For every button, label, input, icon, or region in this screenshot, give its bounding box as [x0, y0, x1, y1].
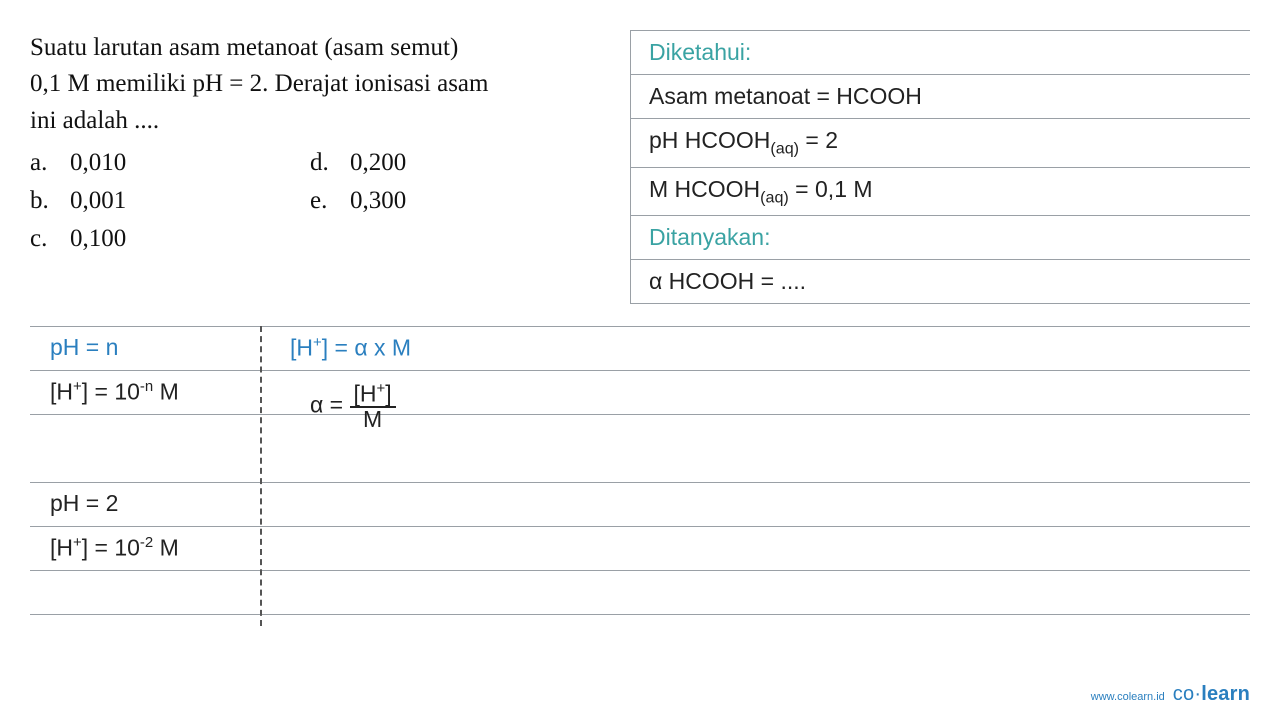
stem-line-2: 0,1 M memiliki pH = 2. Derajat ionisasi … [30, 70, 488, 97]
sup: + [73, 534, 82, 551]
option-letter: a. [30, 145, 70, 181]
sup: + [313, 334, 322, 351]
subscript: (aq) [770, 140, 799, 158]
text: = 0,1 M [789, 176, 873, 202]
known-box: Diketahui: Asam metanoat = HCOOH pH HCOO… [630, 30, 1250, 304]
h-rule [30, 614, 1250, 615]
page-root: Suatu larutan asam metanoat (asam semut)… [0, 0, 1280, 720]
option-e: e. 0,300 [310, 183, 590, 219]
text: ] = 10 [82, 535, 140, 561]
footer-url: www.colearn.id [1091, 691, 1165, 703]
options-col-1: a. 0,010 b. 0,001 c. 0,100 [30, 145, 310, 260]
alpha-eq: α = [310, 392, 350, 418]
option-letter: c. [30, 221, 70, 257]
known-header-diketahui: Diketahui: [631, 31, 1250, 75]
sup: -2 [140, 534, 153, 551]
option-value: 0,300 [350, 183, 406, 219]
options-col-2: d. 0,200 e. 0,300 [310, 145, 590, 260]
option-value: 0,100 [70, 221, 126, 257]
text: ] = α x M [322, 335, 411, 361]
known-line-3: M HCOOH(aq) = 0,1 M [631, 168, 1250, 217]
h-rule [30, 370, 1250, 371]
text: = 2 [799, 127, 838, 153]
option-letter: b. [30, 183, 70, 219]
text: pH HCOOH [649, 127, 770, 153]
work-left-r4: pH = 2 [50, 490, 118, 517]
brand-logo: co·learn [1173, 683, 1250, 706]
text: M [153, 535, 179, 561]
question-stem: Suatu larutan asam metanoat (asam semut)… [30, 30, 622, 139]
fraction: [H+]M [350, 382, 396, 431]
work-right-r1: [H+] = α x M [290, 334, 411, 362]
option-letter: e. [310, 183, 350, 219]
text: M [153, 379, 179, 405]
options: a. 0,010 b. 0,001 c. 0,100 d. 0, [30, 145, 622, 260]
known-line-1: Asam metanoat = HCOOH [631, 75, 1250, 119]
text: [H [50, 535, 73, 561]
text: [H [354, 381, 377, 407]
vertical-dash-divider [260, 326, 262, 626]
brand-pre: co [1173, 683, 1195, 705]
known-line-4: α HCOOH = .... [631, 260, 1250, 304]
stem-line-1: Suatu larutan asam metanoat (asam semut) [30, 34, 458, 61]
option-a: a. 0,010 [30, 145, 310, 181]
h-rule [30, 326, 1250, 327]
option-value: 0,001 [70, 183, 126, 219]
work-area: pH = n [H+] = 10-n M pH = 2 [H+] = 10-2 … [30, 326, 1250, 626]
question-block: Suatu larutan asam metanoat (asam semut)… [30, 30, 630, 260]
known-header-ditanyakan: Ditanyakan: [631, 216, 1250, 260]
footer: www.colearn.id co·learn [1091, 683, 1250, 706]
text: ] = 10 [82, 379, 140, 405]
work-left-r1: pH = n [50, 334, 118, 361]
text: [H [290, 335, 313, 361]
subscript: (aq) [760, 188, 789, 206]
fraction-den: M [350, 408, 396, 431]
brand-post: learn [1201, 683, 1250, 705]
h-rule [30, 414, 1250, 415]
option-value: 0,200 [350, 145, 406, 181]
sup: + [73, 378, 82, 395]
sup: -n [140, 378, 153, 395]
work-lines: pH = n [H+] = 10-n M pH = 2 [H+] = 10-2 … [30, 326, 1250, 626]
work-left-r5: [H+] = 10-2 M [50, 534, 179, 562]
option-letter: d. [310, 145, 350, 181]
text: ] [385, 381, 391, 407]
text: M HCOOH [649, 176, 760, 202]
top-row: Suatu larutan asam metanoat (asam semut)… [30, 30, 1250, 304]
option-d: d. 0,200 [310, 145, 590, 181]
h-rule [30, 570, 1250, 571]
text: [H [50, 379, 73, 405]
option-value: 0,010 [70, 145, 126, 181]
h-rule [30, 482, 1250, 483]
h-rule [30, 526, 1250, 527]
fraction-num: [H+] [350, 382, 396, 408]
sup: + [377, 380, 386, 397]
option-c: c. 0,100 [30, 221, 310, 257]
stem-line-3: ini adalah .... [30, 107, 159, 134]
known-line-2: pH HCOOH(aq) = 2 [631, 119, 1250, 168]
option-b: b. 0,001 [30, 183, 310, 219]
work-right-r2: α = [H+]M [310, 382, 396, 431]
work-left-r2: [H+] = 10-n M [50, 378, 179, 406]
